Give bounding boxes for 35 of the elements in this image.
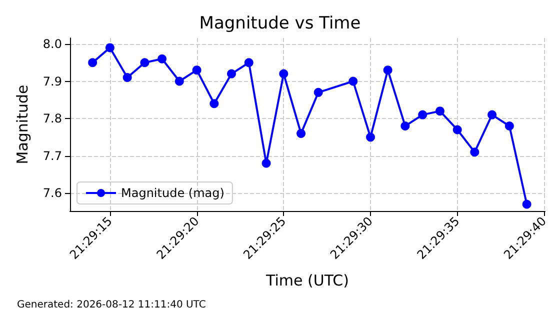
y-tick-label: 7.8 [42, 112, 62, 126]
x-axis-title: Time (UTC) [265, 272, 349, 290]
point [158, 54, 167, 64]
point [488, 110, 497, 120]
point [296, 128, 306, 138]
point [418, 110, 428, 120]
point [140, 58, 150, 68]
legend-label: Magnitude (mag) [121, 186, 224, 200]
point [262, 158, 271, 168]
point [366, 132, 375, 142]
point [279, 69, 288, 78]
point [383, 66, 392, 75]
y-tick-label: 8.0 [42, 36, 62, 51]
point [522, 200, 532, 209]
text: Generated: 2026-08-12 11:11:40 UTC [17, 300, 206, 310]
point [504, 121, 514, 130]
point [470, 148, 480, 157]
chart-title: Magnitude vs Time [199, 14, 361, 34]
point [122, 73, 132, 82]
point [105, 43, 114, 52]
y-axis-title: Magnitude [14, 84, 32, 164]
point [314, 88, 323, 97]
point [452, 125, 462, 134]
point [174, 76, 184, 86]
point [348, 76, 358, 86]
y-tick-label: 7.9 [42, 74, 62, 88]
point [400, 121, 410, 130]
y-tick-label: 7.7 [42, 148, 62, 163]
point [192, 66, 202, 75]
point [435, 106, 444, 116]
point [210, 99, 219, 108]
point [227, 69, 236, 78]
y-tick-label: 7.6 [42, 186, 62, 200]
point [244, 58, 254, 68]
point [88, 58, 98, 68]
